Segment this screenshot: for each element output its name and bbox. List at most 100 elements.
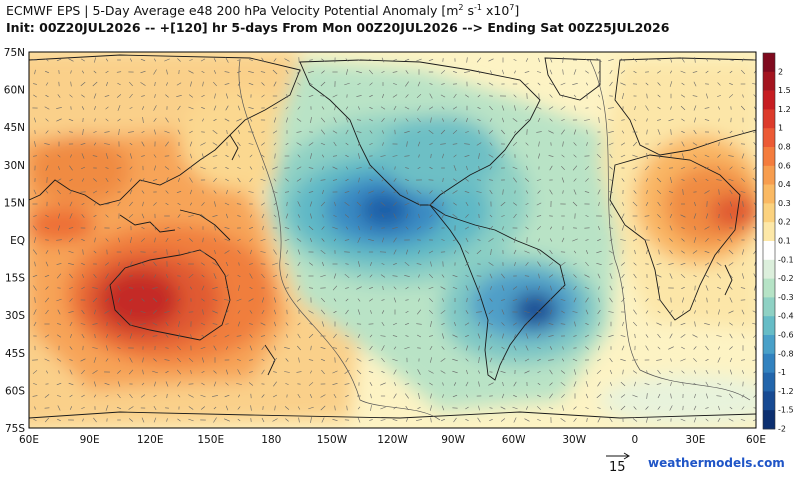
wind-vector <box>93 250 97 254</box>
wind-vector <box>525 345 529 351</box>
wind-vector <box>452 214 458 218</box>
wind-vector <box>609 179 613 181</box>
wind-vector <box>93 142 97 146</box>
wind-vector <box>381 57 385 63</box>
wind-vector <box>190 153 192 159</box>
wind-vector <box>416 309 422 315</box>
wind-vector <box>560 299 566 301</box>
wind-vector <box>308 142 314 146</box>
wind-vector <box>165 177 169 183</box>
wind-vector <box>81 58 85 62</box>
wind-vector <box>81 178 85 182</box>
wind-vector <box>165 381 169 387</box>
wind-vector <box>213 238 217 242</box>
wind-vector <box>165 141 169 147</box>
wind-vector <box>489 214 493 218</box>
wind-vector <box>752 322 756 325</box>
wind-vector <box>513 334 517 338</box>
wind-vector <box>465 178 469 182</box>
wind-vector <box>430 357 432 363</box>
wind-vector <box>56 298 62 302</box>
wind-vector <box>405 370 409 374</box>
wind-vector <box>357 59 361 61</box>
wind-vector <box>440 129 446 135</box>
wind-vector <box>490 286 492 290</box>
lat-tick-label: EQ <box>10 235 25 247</box>
wind-vector <box>225 154 229 158</box>
wind-vector <box>272 69 278 75</box>
wind-vector <box>249 59 253 61</box>
wind-vector <box>452 238 458 242</box>
wind-vector <box>513 249 517 255</box>
wind-vector <box>238 285 240 291</box>
wind-vector <box>645 58 649 62</box>
wind-vector <box>585 393 589 399</box>
wind-vector <box>584 274 590 278</box>
wind-vector <box>224 202 230 206</box>
wind-vector <box>129 81 133 87</box>
wind-vector <box>284 227 290 229</box>
wind-vector <box>669 202 673 206</box>
wind-vector <box>34 117 36 123</box>
wind-vector <box>224 238 230 242</box>
wind-vector <box>249 263 253 265</box>
wind-vector <box>344 214 350 218</box>
wind-vector <box>165 94 169 98</box>
wind-vector <box>249 273 253 279</box>
wind-vector <box>705 407 709 409</box>
wind-vector <box>308 94 314 98</box>
wind-vector <box>670 70 672 74</box>
wind-vector <box>632 321 638 327</box>
wind-vector <box>224 227 230 229</box>
wind-vector <box>93 274 97 278</box>
wind-vector <box>164 359 170 361</box>
wind-vector <box>261 394 265 398</box>
wind-vector <box>296 238 302 242</box>
wind-vector <box>260 335 266 337</box>
wind-vector <box>69 298 73 302</box>
wind-vector <box>80 358 86 362</box>
wind-vector <box>141 334 145 338</box>
wind-vector <box>262 166 264 170</box>
wind-vector <box>476 142 482 146</box>
wind-vector <box>310 153 312 159</box>
wind-vector <box>392 155 398 157</box>
wind-vector <box>620 154 626 158</box>
wind-vector <box>608 107 614 109</box>
wind-vector <box>105 238 109 242</box>
wind-vector <box>177 298 181 302</box>
wind-vector <box>452 358 458 362</box>
wind-vector <box>488 58 494 62</box>
wind-vector <box>81 286 85 290</box>
wind-vector <box>656 177 662 183</box>
wind-vector <box>609 153 613 159</box>
wind-vector <box>369 298 373 302</box>
wind-vector <box>634 225 636 231</box>
wind-vector <box>392 275 398 277</box>
wind-vector <box>609 357 613 363</box>
wind-vector <box>441 346 445 350</box>
wind-vector <box>704 190 710 194</box>
wind-vector <box>620 381 626 387</box>
wind-vector <box>536 179 542 181</box>
wind-vector <box>309 82 313 86</box>
wind-vector <box>620 394 626 398</box>
wind-vector <box>489 273 493 279</box>
wind-vector <box>45 118 49 122</box>
wind-vector <box>657 82 661 86</box>
wind-vector <box>285 263 289 265</box>
wind-vector <box>214 225 216 231</box>
wind-vector <box>344 383 350 385</box>
wind-vector <box>729 189 733 195</box>
wind-vector <box>357 142 361 146</box>
wind-vector <box>212 130 218 134</box>
wind-vector <box>236 118 242 122</box>
wind-vector <box>189 94 193 98</box>
wind-vector <box>214 250 216 254</box>
wind-vector <box>634 106 636 110</box>
wind-vector <box>621 178 625 182</box>
wind-vector <box>465 335 469 337</box>
wind-vector <box>718 309 720 315</box>
lon-tick-label: 90E <box>80 434 100 446</box>
wind-vector <box>81 94 85 98</box>
